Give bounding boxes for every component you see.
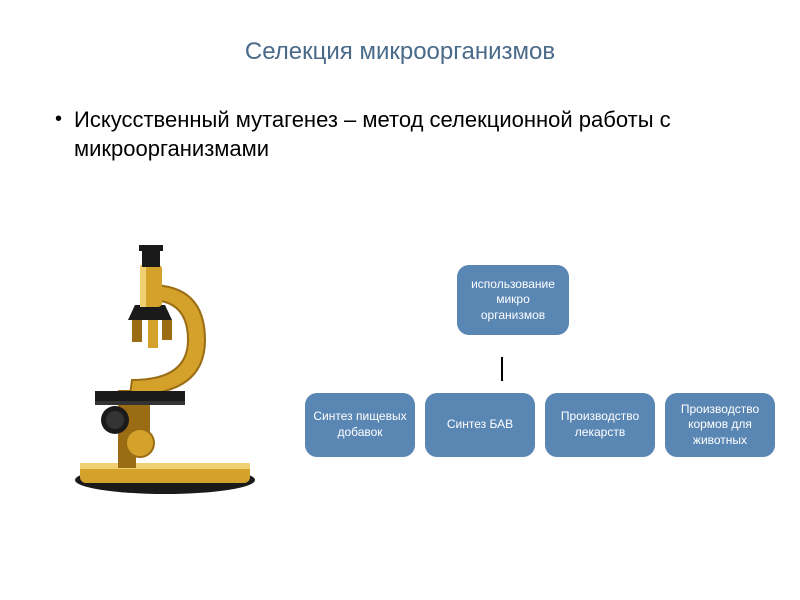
bullet-item: • Искусственный мутагенез – метод селекц…	[55, 106, 800, 163]
diagram-node-root: использование микро организмов	[457, 265, 569, 335]
diagram-node-n4: Производство кормов для животных	[665, 393, 775, 457]
microscope-icon	[60, 245, 290, 495]
diagram-node-n1: Синтез пищевых добавок	[305, 393, 415, 457]
usage-diagram: использование микро организмов Синтез пищ…	[305, 265, 775, 495]
bullet-marker: •	[55, 108, 62, 131]
diagram-node-n3: Производство лекарств	[545, 393, 655, 457]
bullet-text: Искусственный мутагенез – метод селекцио…	[74, 106, 714, 163]
diagram-node-n2: Синтез БАВ	[425, 393, 535, 457]
page-title: Селекция микроорганизмов	[0, 0, 800, 66]
diagram-connector	[501, 357, 503, 381]
